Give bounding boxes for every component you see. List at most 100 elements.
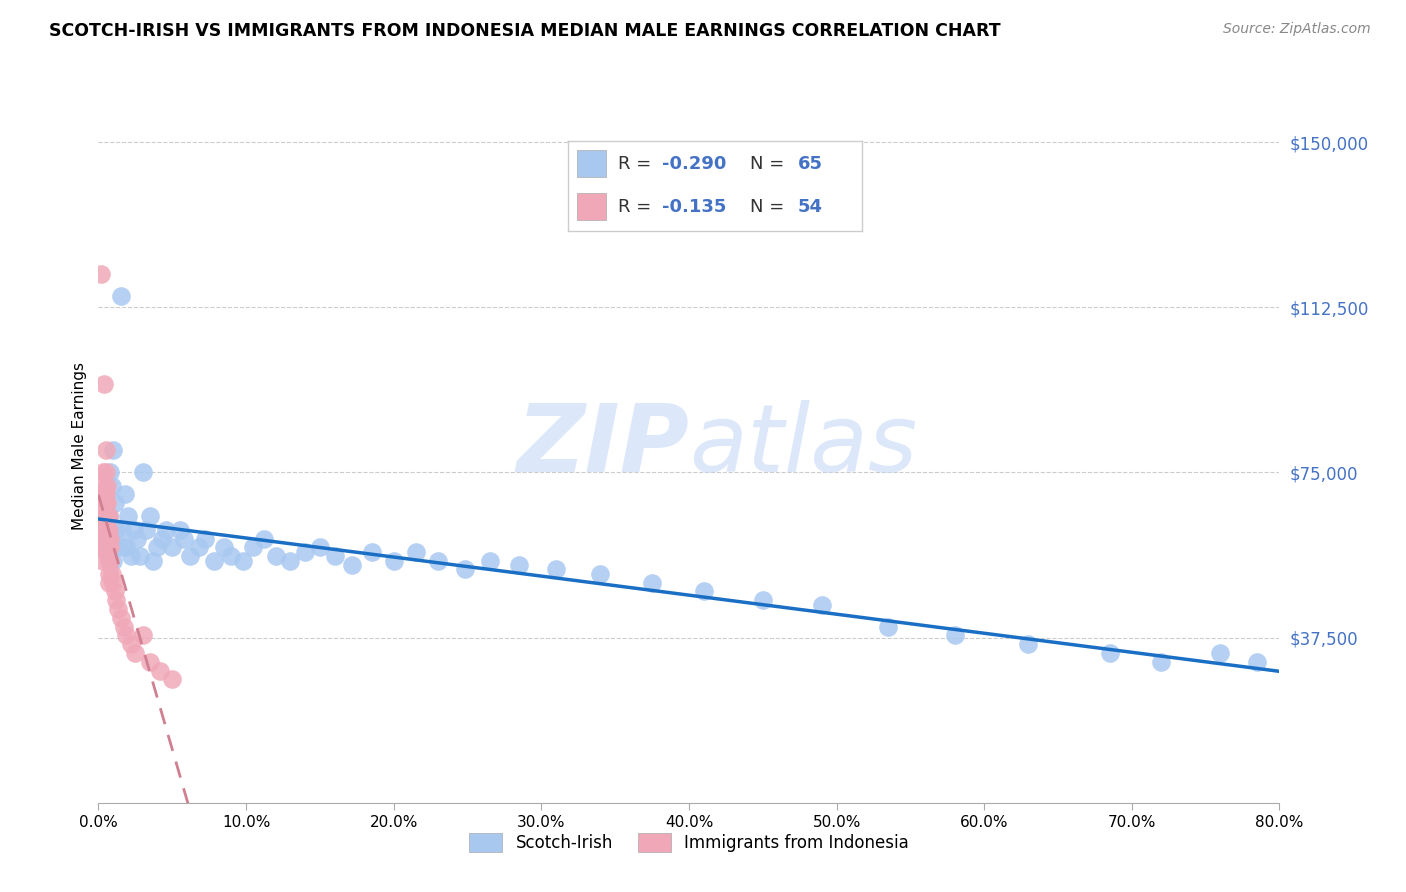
Point [360, 545, 382, 559]
Point [124, 646, 146, 660]
Point [253, 532, 276, 546]
Point [162, 673, 183, 687]
Text: -0.135: -0.135 [662, 197, 727, 216]
Text: N =: N = [751, 154, 790, 173]
Point [135, 523, 157, 537]
Point [323, 549, 346, 563]
Point [122, 523, 145, 537]
Point [1209, 646, 1232, 660]
Point [877, 619, 900, 633]
Point [179, 549, 201, 563]
Point [212, 541, 235, 555]
Point [128, 549, 150, 563]
Point [294, 545, 316, 559]
Text: R =: R = [619, 197, 662, 216]
Point [162, 541, 183, 555]
Point [120, 637, 142, 651]
Point [405, 545, 427, 559]
Text: ZIP: ZIP [516, 400, 689, 492]
Text: 65: 65 [797, 154, 823, 173]
Point [98, 532, 121, 546]
Point [546, 562, 568, 576]
Point [91, 509, 114, 524]
Point [97, 509, 120, 524]
Point [120, 549, 142, 563]
Point [117, 509, 139, 524]
Point [96, 478, 118, 492]
Point [280, 553, 302, 567]
Point [139, 655, 162, 669]
Point [96, 509, 118, 524]
Point [589, 566, 612, 581]
Point [427, 553, 450, 567]
Point [641, 575, 664, 590]
Point [93, 496, 115, 510]
Point [94, 443, 117, 458]
Point [97, 553, 120, 567]
Point [98, 553, 121, 567]
Point [94, 523, 117, 537]
Point [96, 541, 118, 555]
Point [98, 466, 121, 480]
Point [194, 532, 217, 546]
Point [342, 558, 364, 572]
Point [693, 584, 716, 599]
Point [97, 523, 120, 537]
Point [115, 628, 138, 642]
Text: atlas: atlas [689, 401, 917, 491]
Point [93, 377, 115, 392]
Point [94, 466, 117, 480]
Text: Source: ZipAtlas.com: Source: ZipAtlas.com [1223, 22, 1371, 37]
Point [94, 532, 117, 546]
Text: N =: N = [751, 197, 790, 216]
Text: R =: R = [619, 154, 657, 173]
Point [94, 509, 117, 524]
Point [98, 541, 121, 555]
Point [94, 487, 117, 501]
Point [103, 443, 125, 458]
Point [146, 541, 169, 555]
Point [96, 496, 118, 510]
Point [943, 628, 966, 642]
Point [810, 598, 832, 612]
Point [114, 487, 136, 501]
Point [107, 541, 129, 555]
Point [93, 509, 115, 524]
Point [105, 593, 128, 607]
Point [96, 523, 118, 537]
Point [91, 466, 114, 480]
Point [90, 496, 112, 510]
Point [155, 523, 177, 537]
Point [103, 575, 125, 590]
Point [94, 545, 117, 559]
Point [94, 496, 117, 510]
Point [91, 532, 114, 546]
Point [93, 532, 115, 546]
Point [187, 541, 209, 555]
FancyBboxPatch shape [576, 194, 606, 220]
Point [142, 553, 165, 567]
Point [97, 575, 120, 590]
Point [111, 523, 134, 537]
Point [125, 532, 148, 546]
Point [100, 566, 122, 581]
Point [232, 553, 254, 567]
Y-axis label: Median Male Earnings: Median Male Earnings [72, 362, 87, 530]
Point [93, 487, 115, 501]
Point [104, 584, 127, 599]
Point [1150, 655, 1173, 669]
Point [91, 496, 114, 510]
Point [110, 289, 132, 303]
Point [98, 541, 121, 555]
Point [115, 541, 138, 555]
Point [149, 664, 172, 678]
Text: SCOTCH-IRISH VS IMMIGRANTS FROM INDONESIA MEDIAN MALE EARNINGS CORRELATION CHART: SCOTCH-IRISH VS IMMIGRANTS FROM INDONESI… [49, 22, 1001, 40]
Text: 54: 54 [797, 197, 823, 216]
Point [173, 532, 195, 546]
Point [110, 611, 132, 625]
Point [97, 541, 120, 555]
Point [103, 553, 125, 567]
Point [97, 566, 120, 581]
Point [1246, 655, 1268, 669]
Point [107, 602, 129, 616]
